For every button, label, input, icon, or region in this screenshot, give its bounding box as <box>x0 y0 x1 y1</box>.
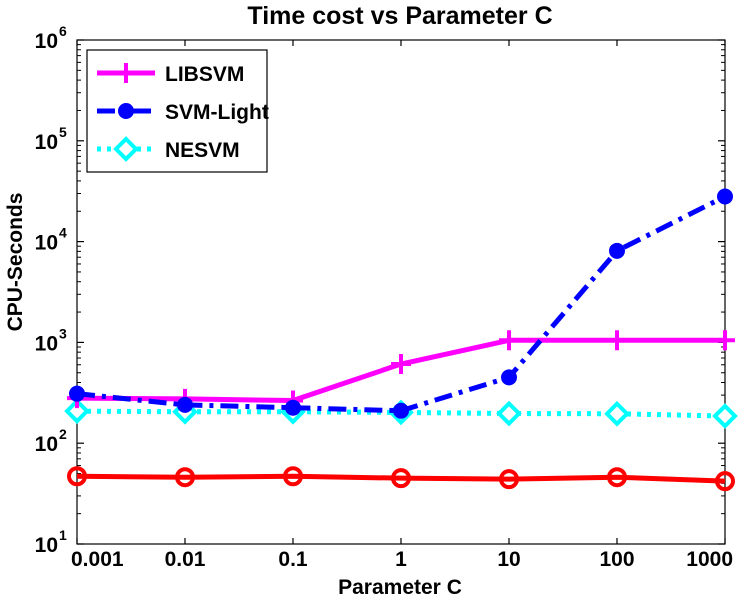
marker-ring <box>283 466 303 487</box>
data-point <box>717 188 733 205</box>
legend-label: LIBSVM <box>165 63 244 86</box>
marker-diamond <box>496 400 522 427</box>
x-tick-label: 1000 <box>686 548 733 571</box>
data-point <box>64 398 90 424</box>
y-tick-exponent: 6 <box>59 23 67 39</box>
y-tick-label: 10 <box>35 433 58 456</box>
data-point <box>499 330 519 351</box>
legend: LIBSVM SVM-Light NESVM <box>86 49 269 173</box>
y-tick-label: 10 <box>35 131 58 154</box>
y-tick-exponent: 3 <box>59 325 67 341</box>
data-point <box>177 396 193 413</box>
legend-marker <box>118 103 134 119</box>
legend-item: LIBSVM <box>97 63 244 86</box>
x-tick-label: 100 <box>599 548 634 571</box>
marker-diamond <box>604 400 630 427</box>
data-point <box>285 399 301 416</box>
legend-label: SVM-Light <box>165 101 269 124</box>
data-point <box>67 466 87 487</box>
y-tick-exponent: 1 <box>59 527 67 543</box>
y-tick-label: 10 <box>35 332 58 355</box>
x-tick-label: 1 <box>395 548 407 571</box>
data-point <box>715 330 735 351</box>
marker-circle <box>69 385 85 402</box>
y-axis-label: CPU-Seconds <box>4 193 27 332</box>
marker-circle <box>177 396 193 413</box>
data-point <box>501 369 517 386</box>
x-tick-label: 10 <box>497 548 520 571</box>
marker-ring <box>499 469 519 490</box>
data-point <box>607 330 627 351</box>
legend-item: SVM-Light <box>97 101 269 124</box>
data-point <box>496 400 522 427</box>
legend-item: NESVM <box>97 136 240 162</box>
data-point <box>69 385 85 402</box>
data-point <box>175 467 195 488</box>
data-point <box>607 467 627 488</box>
marker-circle <box>501 369 517 386</box>
data-point <box>499 469 519 490</box>
y-tick-label: 10 <box>35 534 58 557</box>
marker-ring <box>67 466 87 487</box>
data-point <box>393 402 409 419</box>
chart-title: Time cost vs Parameter C <box>247 2 552 30</box>
y-tick-label: 10 <box>35 232 58 255</box>
data-point <box>715 471 735 492</box>
marker-circle <box>118 103 134 119</box>
legend-marker <box>113 136 139 162</box>
x-tick-label: 0.001 <box>71 548 124 571</box>
legend-label: NESVM <box>165 139 240 162</box>
marker-ring <box>607 467 627 488</box>
y-tick-exponent: 5 <box>59 124 67 140</box>
series-group <box>64 188 738 492</box>
series-line <box>76 473 726 484</box>
marker-diamond <box>64 398 90 424</box>
y-tick-exponent: 2 <box>59 426 67 442</box>
legend-marker <box>116 63 136 83</box>
data-point <box>609 242 625 259</box>
y-tick-label: 10 <box>35 30 58 53</box>
marker-circle <box>285 399 301 416</box>
series-unnamed-red <box>67 466 735 492</box>
marker-diamond <box>113 136 139 162</box>
marker-ring <box>715 471 735 492</box>
x-tick-label: 0.01 <box>165 548 206 571</box>
x-axis-label: Parameter C <box>338 576 462 599</box>
marker-diamond <box>712 403 738 429</box>
x-tick-label: 0.1 <box>278 548 308 571</box>
marker-ring <box>175 467 195 488</box>
marker-ring <box>391 468 411 489</box>
data-point <box>283 466 303 487</box>
series-svm-light <box>69 188 733 419</box>
data-point <box>712 403 738 429</box>
y-tick-exponent: 4 <box>59 225 67 241</box>
marker-circle <box>717 188 733 205</box>
marker-circle <box>609 242 625 259</box>
marker-circle <box>393 402 409 419</box>
data-point <box>391 468 411 489</box>
data-point <box>391 354 411 375</box>
data-point <box>604 400 630 427</box>
